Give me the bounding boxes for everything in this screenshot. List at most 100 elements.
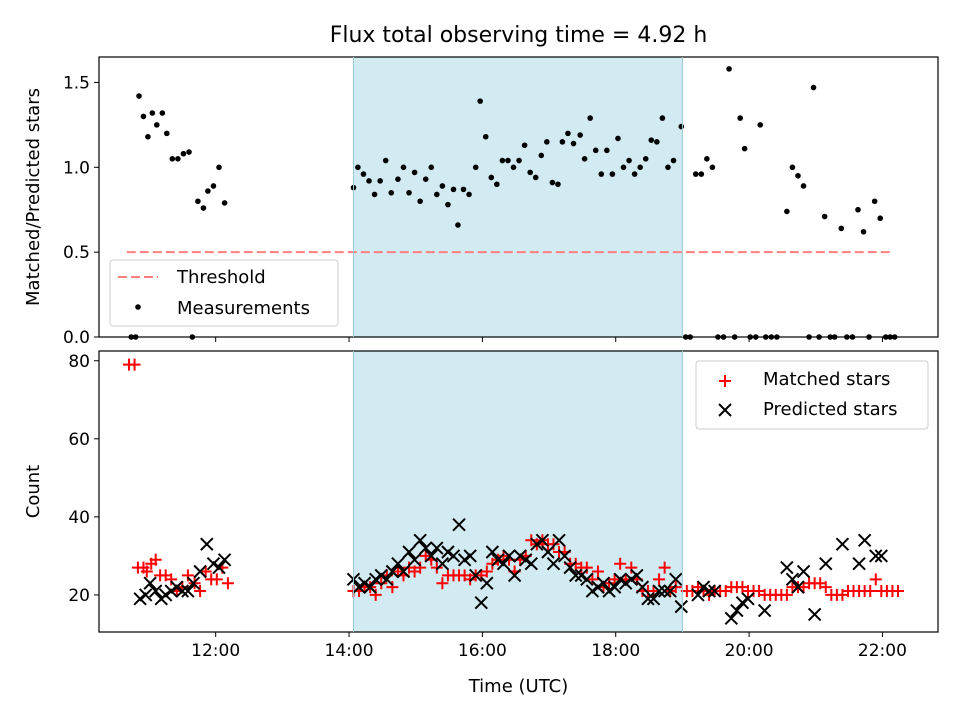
legend-predicted-swatch bbox=[718, 403, 732, 417]
measurement-point bbox=[559, 139, 566, 145]
measurement-point bbox=[400, 164, 407, 171]
measurement-point bbox=[205, 188, 211, 194]
measurement-point bbox=[355, 164, 361, 171]
measurement-point bbox=[800, 183, 807, 189]
measurement-point bbox=[216, 164, 222, 171]
y-tick-label: 40 bbox=[68, 508, 90, 528]
predicted-star-point bbox=[469, 568, 483, 583]
predicted-star-point bbox=[424, 549, 438, 563]
legend-predicted-label: Predicted stars bbox=[763, 399, 897, 420]
x-axis-label: Time (UTC) bbox=[468, 676, 569, 697]
measurement-point bbox=[821, 213, 828, 220]
predicted-star-point bbox=[175, 584, 190, 598]
measurement-point bbox=[499, 157, 506, 164]
measurement-point bbox=[439, 183, 446, 189]
y-tick-label: 1.5 bbox=[63, 73, 90, 93]
predicted-star-point bbox=[563, 560, 577, 575]
predicted-star-point bbox=[435, 556, 450, 571]
matched-star-point bbox=[369, 588, 382, 601]
measurement-point bbox=[417, 198, 423, 205]
matched-star-point bbox=[819, 581, 832, 594]
predicted-star-point bbox=[807, 607, 822, 622]
predicted-star-point bbox=[446, 549, 461, 563]
predicted-star-point bbox=[819, 556, 833, 571]
measurement-point bbox=[549, 179, 556, 186]
measurement-point bbox=[665, 164, 671, 171]
measurement-point bbox=[659, 115, 666, 121]
predicted-star-point bbox=[569, 568, 583, 583]
measurement-point bbox=[741, 145, 748, 152]
measurement-point bbox=[620, 164, 627, 171]
matched-star-point bbox=[658, 561, 671, 574]
measurement-point bbox=[406, 189, 412, 196]
measurement-point bbox=[581, 156, 588, 162]
measurement-point bbox=[195, 198, 201, 205]
bottom-legend: Matched stars Predicted stars bbox=[695, 360, 929, 430]
predicted-star-point bbox=[613, 572, 627, 587]
top-panel-ticks: 0.0 0.5 1.0 1.5 bbox=[63, 73, 883, 348]
predicted-star-point bbox=[874, 549, 889, 563]
matched-star-point bbox=[181, 569, 194, 582]
top-y-axis-label: Matched/Predicted stars bbox=[23, 88, 44, 306]
predicted-star-point bbox=[780, 560, 794, 575]
measurement-point bbox=[871, 198, 878, 205]
predicted-star-point bbox=[857, 533, 872, 547]
predicted-star-point bbox=[368, 572, 383, 587]
predicted-stars-points bbox=[133, 517, 889, 626]
predicted-star-point bbox=[580, 572, 594, 587]
predicted-star-point bbox=[491, 553, 505, 567]
measurement-point bbox=[570, 140, 577, 147]
measurement-point bbox=[555, 181, 561, 188]
measurement-point bbox=[460, 186, 467, 193]
predicted-star-point bbox=[413, 533, 427, 547]
predicted-star-point bbox=[785, 572, 800, 587]
measurement-point bbox=[631, 171, 638, 177]
predicted-star-point bbox=[535, 533, 550, 547]
measurement-point bbox=[626, 157, 632, 164]
top-legend-box bbox=[109, 259, 339, 327]
predicted-star-point bbox=[217, 553, 232, 567]
measurement-point bbox=[388, 189, 395, 196]
matched-star-point bbox=[614, 557, 627, 570]
matched-star-point bbox=[586, 573, 599, 586]
predicted-star-point bbox=[541, 545, 555, 559]
measurement-point bbox=[422, 176, 429, 182]
predicted-star-point bbox=[602, 584, 616, 598]
measurement-point bbox=[855, 206, 861, 213]
predicted-star-point bbox=[624, 572, 639, 587]
predicted-star-point bbox=[557, 549, 572, 563]
predicted-star-point bbox=[457, 553, 472, 567]
measurement-point bbox=[428, 164, 435, 171]
legend-measurements-label: Measurements bbox=[177, 298, 310, 319]
predicted-star-point bbox=[852, 556, 866, 571]
matched-star-point bbox=[165, 573, 178, 586]
matched-star-point bbox=[869, 573, 882, 586]
matched-star-point bbox=[414, 561, 427, 574]
predicted-star-point bbox=[507, 568, 522, 583]
measurement-point bbox=[615, 135, 621, 142]
legend-threshold-label: Threshold bbox=[176, 267, 266, 288]
legend-matched-label: Matched stars bbox=[763, 369, 890, 390]
measurement-point bbox=[159, 110, 166, 116]
matched-star-point bbox=[386, 581, 399, 594]
measurement-point bbox=[153, 122, 160, 128]
measurement-point bbox=[210, 183, 217, 189]
measurement-point bbox=[140, 113, 147, 120]
predicted-star-point bbox=[757, 603, 772, 618]
predicted-star-point bbox=[607, 580, 622, 594]
predicted-star-point bbox=[186, 576, 201, 590]
predicted-star-point bbox=[170, 580, 184, 594]
predicted-star-point bbox=[430, 541, 444, 555]
observing-window-span bbox=[353, 351, 683, 632]
predicted-star-point bbox=[741, 592, 755, 606]
predicted-star-point bbox=[357, 576, 372, 590]
measurement-point bbox=[654, 139, 660, 145]
predicted-star-point bbox=[374, 568, 388, 583]
predicted-star-point bbox=[200, 537, 214, 551]
measurement-point bbox=[789, 164, 796, 171]
measurement-point bbox=[532, 174, 539, 181]
predicted-star-point bbox=[702, 584, 716, 598]
predicted-star-point bbox=[519, 553, 533, 567]
measurement-point bbox=[377, 178, 383, 184]
